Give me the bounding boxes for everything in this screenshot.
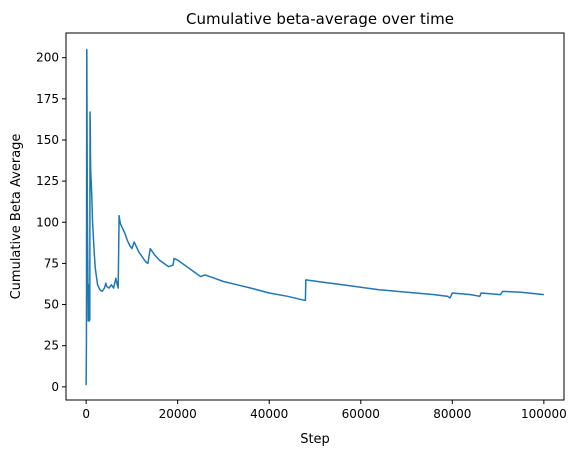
x-tick-label: 80000	[433, 407, 471, 421]
y-tick-label: 50	[44, 298, 59, 312]
y-axis-title: Cumulative Beta Average	[9, 134, 24, 300]
y-tick-label: 100	[36, 215, 59, 229]
y-tick-label: 125	[36, 174, 59, 188]
plot-area-frame	[66, 33, 564, 400]
x-axis-title: Step	[300, 432, 330, 447]
x-tick-label: 60000	[342, 407, 380, 421]
x-tick-label: 0	[82, 407, 90, 421]
series-line	[86, 49, 544, 385]
chart-title: Cumulative beta-average over time	[186, 10, 454, 28]
x-tick-label: 20000	[159, 407, 197, 421]
x-axis-ticks: 0 20000 40000 60000 80000 100000	[82, 400, 566, 421]
y-axis-ticks: 0 25 50 75 100 125 150 175 200	[36, 51, 66, 394]
x-tick-label: 40000	[250, 407, 288, 421]
y-tick-label: 0	[51, 380, 59, 394]
y-tick-label: 25	[44, 339, 59, 353]
x-tick-label: 100000	[521, 407, 567, 421]
y-tick-label: 200	[36, 51, 59, 65]
series-layer	[86, 49, 544, 385]
y-tick-label: 75	[44, 256, 59, 270]
y-tick-label: 150	[36, 133, 59, 147]
y-tick-label: 175	[36, 92, 59, 106]
